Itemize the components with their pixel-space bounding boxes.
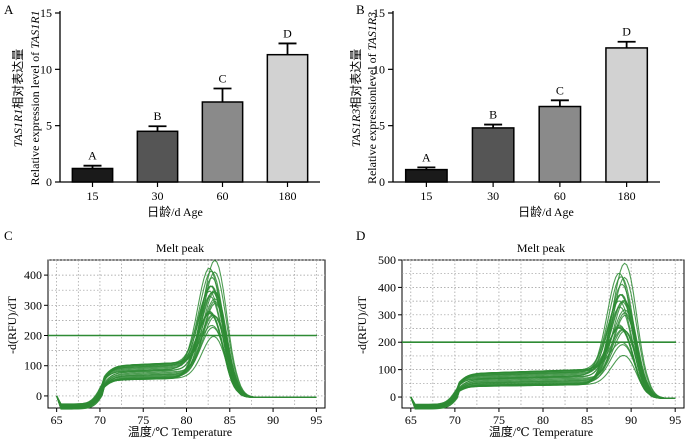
melt-curve-d-24 <box>410 293 676 405</box>
x-tick-label-c-6: 95 <box>310 413 322 427</box>
x-tick-label-d-6: 95 <box>669 413 681 427</box>
y-tick-label-b-3: 15 <box>373 6 385 20</box>
sig-letter-b-0: A <box>422 150 431 164</box>
panel-letter-d: D <box>356 228 365 243</box>
y-tick-label-b-2: 10 <box>373 62 385 76</box>
sig-letter-b-3: D <box>622 25 631 39</box>
y-tick-label-c-3: 300 <box>24 298 42 312</box>
xlabel-b: 日龄/d Age <box>518 205 574 219</box>
xlabel-a: 日龄/d Age <box>147 205 203 219</box>
sig-letter-a-1: B <box>153 109 161 123</box>
x-tick-label-a-3: 180 <box>279 189 297 203</box>
y-tick-label-c-0: 0 <box>36 389 42 403</box>
x-tick-label-c-0: 65 <box>51 413 63 427</box>
x-tick-label-b-3: 180 <box>618 189 636 203</box>
x-tick-label-d-5: 90 <box>625 413 637 427</box>
y-tick-label-a-1: 5 <box>46 119 52 133</box>
y-tick-label-d-1: 100 <box>378 363 396 377</box>
ylabel-cn-b: TAS1R3相对表达量 <box>349 49 363 147</box>
x-tick-label-d-1: 70 <box>449 413 461 427</box>
sig-letter-a-2: C <box>218 71 226 85</box>
panel-a: A TAS1R1相对表达量 Relative expression level … <box>4 2 320 219</box>
sig-letter-b-2: C <box>556 83 564 97</box>
melt-title-c: Melt peak <box>156 241 204 255</box>
panel-d: D Melt peak -d(RFU)/dT 65 70 75 80 85 90 95 0 10… <box>355 228 685 439</box>
sig-letter-a-0: A <box>88 149 97 163</box>
x-tick-label-c-3: 80 <box>181 413 193 427</box>
x-tick-label-d-4: 85 <box>581 413 593 427</box>
panel-letter-b: B <box>356 2 365 17</box>
bar-b-2 <box>538 105 582 183</box>
y-tick-label-b-1: 5 <box>379 119 385 133</box>
y-tick-label-b-0: 0 <box>379 175 385 189</box>
y-tick-label-a-0: 0 <box>46 175 52 189</box>
panel-c: C Melt peak -d(RFU)/dT 65 70 75 80 85 90 95 0 10… <box>4 228 326 439</box>
melt-curve-d-23 <box>410 272 676 410</box>
melt-title-d: Melt peak <box>517 241 565 255</box>
melt-plot-d: 65 70 75 80 85 90 95 0 100 200 300 400 500 <box>378 253 685 427</box>
panel-letter-a: A <box>4 2 14 17</box>
ylabel-c: -d(RFU)/dT <box>5 295 19 354</box>
ylabel-en-a: Relative expression level of TAS1R1 <box>28 10 42 185</box>
bar-a-0 <box>71 167 114 183</box>
x-tick-label-b-1: 30 <box>487 189 499 203</box>
x-tick-label-b-0: 15 <box>420 189 432 203</box>
x-tick-label-c-4: 85 <box>224 413 236 427</box>
y-tick-label-d-0: 0 <box>390 390 396 404</box>
sig-letter-b-1: B <box>489 108 497 122</box>
x-tick-label-d-0: 65 <box>405 413 417 427</box>
bar-b-3 <box>605 47 649 183</box>
melt-curve-d-20 <box>410 276 676 406</box>
x-tick-label-b-2: 60 <box>554 189 566 203</box>
ylabel-d: -d(RFU)/dT <box>355 295 369 354</box>
x-tick-label-c-5: 90 <box>267 413 279 427</box>
panel-letter-c: C <box>4 228 13 243</box>
melt-curve-d-25 <box>410 262 676 410</box>
x-tick-label-d-2: 75 <box>493 413 505 427</box>
bar-a-3 <box>266 53 309 183</box>
y-tick-label-c-1: 100 <box>24 359 42 373</box>
y-tick-label-d-3: 300 <box>378 308 396 322</box>
y-tick-label-c-2: 200 <box>24 329 42 343</box>
xlabel-d: 温度/℃ Temperature <box>489 424 593 439</box>
melt-curve-d-22 <box>410 276 676 406</box>
y-tick-label-d-5: 500 <box>378 253 396 267</box>
panel-b: B TAS1R3相对表达量 Relative expressionlevel o… <box>349 2 660 219</box>
y-tick-label-a-2: 10 <box>40 62 52 76</box>
x-tick-label-a-1: 30 <box>152 189 164 203</box>
bar-a-2 <box>201 101 244 183</box>
y-tick-label-a-3: 15 <box>40 6 52 20</box>
bar-plot-b: 0 5 10 15 A 15 B 30 C 60 D 180 <box>373 6 660 203</box>
bar-b-0 <box>404 168 448 183</box>
y-tick-label-c-4: 400 <box>24 268 42 282</box>
sig-letter-a-3: D <box>283 26 292 40</box>
melt-curve-c-25 <box>56 259 317 410</box>
melt-plot-c: 65 70 75 80 85 90 95 0 100 200 300 400 <box>24 259 326 427</box>
x-tick-label-a-2: 60 <box>217 189 229 203</box>
xlabel-c: 温度/℃ Temperature <box>128 424 232 439</box>
x-tick-label-a-0: 15 <box>87 189 99 203</box>
x-tick-label-c-2: 75 <box>137 413 149 427</box>
ylabel-cn-a: TAS1R1相对表达量 <box>11 49 25 147</box>
y-tick-label-d-4: 400 <box>378 280 396 294</box>
bar-b-1 <box>471 127 515 183</box>
y-tick-label-d-2: 200 <box>378 335 396 349</box>
x-tick-label-c-1: 70 <box>94 413 106 427</box>
x-tick-label-d-3: 80 <box>537 413 549 427</box>
bar-a-1 <box>136 130 179 183</box>
ylabel-en-b: Relative expressionlevel of TAS1R3 <box>365 12 379 184</box>
bar-plot-a: 0 5 10 15 A 15 B 30 C 60 D 180 <box>40 6 320 203</box>
